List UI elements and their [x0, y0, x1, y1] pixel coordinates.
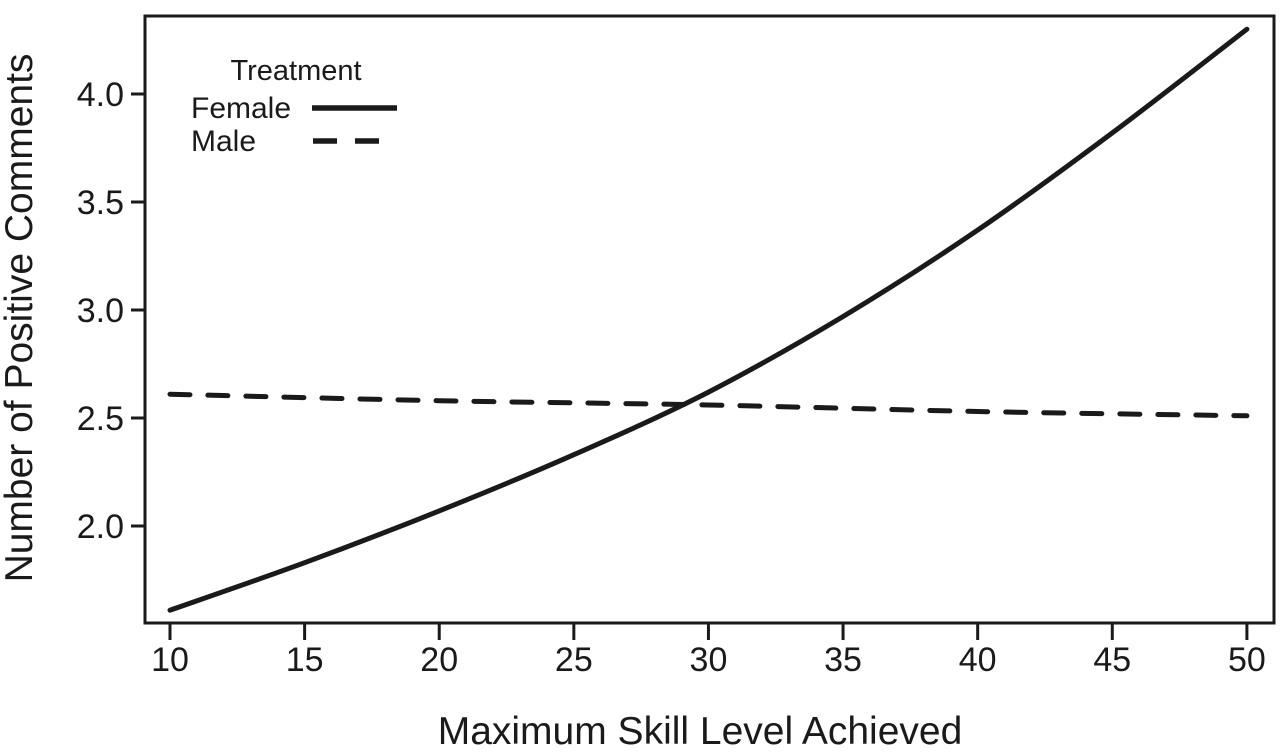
x-tick-label: 50	[1228, 641, 1266, 679]
legend: Treatment Female Male	[191, 55, 397, 158]
y-tick-label: 3.0	[77, 292, 124, 330]
y-tick-label: 4.0	[77, 76, 124, 114]
y-tick-label: 2.5	[77, 400, 124, 438]
y-axis-ticks: 2.0 2.5 3.0 3.5 4.0	[77, 76, 145, 546]
x-tick-label: 10	[151, 641, 189, 679]
series-line-male-dashed	[167, 391, 1250, 419]
x-tick-label: 20	[420, 641, 458, 679]
series-group	[167, 26, 1250, 613]
x-tick-label: 35	[824, 641, 862, 679]
x-tick-label: 30	[690, 641, 728, 679]
legend-label-female: Female	[191, 92, 291, 125]
x-tick-label: 40	[959, 641, 997, 679]
y-axis-label: Number of Positive Comments	[0, 54, 41, 583]
x-axis-ticks: 10 15 20 25 30 35 40 45 50	[151, 623, 1266, 679]
x-tick-label: 25	[555, 641, 593, 679]
x-axis-label: Maximum Skill Level Achieved	[438, 710, 963, 753]
y-tick-label: 3.5	[77, 184, 124, 222]
legend-label-male: Male	[191, 125, 256, 158]
y-tick-label: 2.0	[77, 508, 124, 546]
x-tick-label: 15	[286, 641, 324, 679]
legend-title: Treatment	[230, 55, 361, 87]
series-line-female-solid	[167, 26, 1250, 613]
x-tick-label: 45	[1093, 641, 1131, 679]
